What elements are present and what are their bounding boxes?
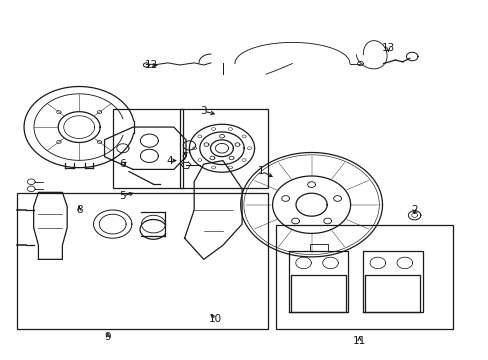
Text: 3: 3 <box>200 106 206 116</box>
Bar <box>17 193 267 329</box>
Text: 1: 1 <box>258 166 264 176</box>
Text: 6: 6 <box>119 159 125 169</box>
Bar <box>180 109 267 188</box>
Bar <box>112 109 183 188</box>
Text: 12: 12 <box>144 60 157 70</box>
Bar <box>275 225 452 329</box>
Text: 8: 8 <box>76 205 82 215</box>
Text: 5: 5 <box>119 191 125 201</box>
Text: 2: 2 <box>410 205 417 215</box>
Text: 7: 7 <box>181 152 187 162</box>
Text: 4: 4 <box>166 156 173 166</box>
Text: 13: 13 <box>381 43 394 53</box>
Text: 11: 11 <box>352 336 366 346</box>
Text: 10: 10 <box>209 314 222 324</box>
Text: 9: 9 <box>104 332 111 342</box>
